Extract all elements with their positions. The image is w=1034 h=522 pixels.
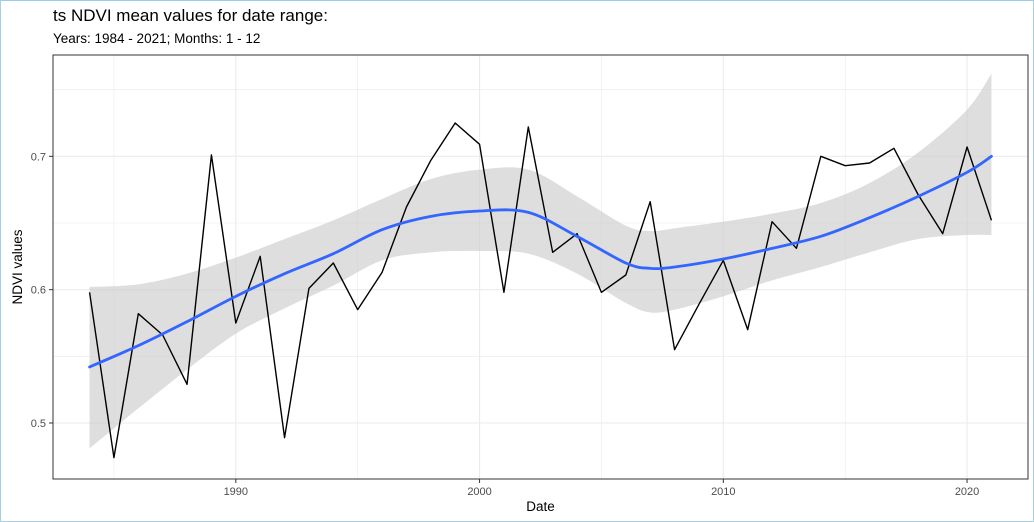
y-tick-label: 0.5 <box>31 418 46 430</box>
grid-major <box>53 55 1028 479</box>
x-tick-label: 2010 <box>711 486 735 498</box>
y-tick-label: 0.6 <box>31 285 46 297</box>
x-tick-label: 1990 <box>224 486 248 498</box>
series-lines <box>88 122 993 459</box>
y-axis-title: NDVI values <box>10 229 25 304</box>
x-axis: 1990 2000 2010 2020 <box>224 479 979 498</box>
confidence-band <box>89 73 992 449</box>
confidence-band-area <box>89 73 992 449</box>
y-axis: 0.5 0.6 0.7 <box>31 151 53 430</box>
x-axis-title: Date <box>526 499 555 514</box>
y-tick-label: 0.7 <box>31 151 46 163</box>
smooth-trend-line <box>88 154 993 369</box>
panel-border <box>52 54 1029 480</box>
chart-title: ts NDVI mean values for date range: <box>53 6 328 25</box>
ndvi-series-line <box>88 122 993 459</box>
x-tick-label: 2000 <box>467 486 491 498</box>
x-tick-label: 2020 <box>955 486 979 498</box>
chart-subtitle: Years: 1984 - 2021; Months: 1 - 12 <box>53 31 261 46</box>
